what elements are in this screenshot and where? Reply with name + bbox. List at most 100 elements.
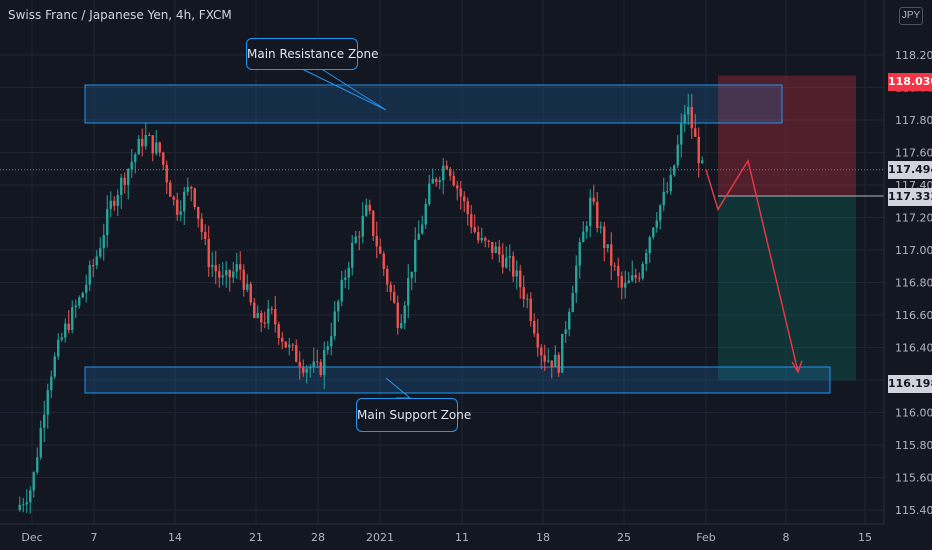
candle-body <box>249 283 252 303</box>
candle-body <box>88 265 91 285</box>
candle-body <box>484 237 487 241</box>
candle-body <box>694 128 697 137</box>
candle-body <box>410 271 413 279</box>
candle-body <box>452 175 455 186</box>
candle-body <box>207 239 210 268</box>
candle-body <box>547 360 550 362</box>
time-scale-background[interactable] <box>0 524 932 550</box>
y-tick-label: 115.800 <box>895 439 932 452</box>
candle-body <box>81 292 84 298</box>
currency-badge[interactable]: JPY <box>899 7 923 25</box>
candle-body <box>190 186 193 189</box>
candle-body <box>197 206 200 219</box>
candle-body <box>109 200 112 209</box>
x-tick-label: 11 <box>455 531 469 544</box>
candle-body <box>291 344 294 346</box>
candle-body <box>603 226 606 248</box>
candle-body <box>232 271 235 278</box>
candle-body <box>186 186 189 192</box>
candle-body <box>302 367 305 373</box>
candle-body <box>25 502 28 505</box>
projection-overlay[interactable] <box>0 158 884 374</box>
x-tick-label: 25 <box>617 531 631 544</box>
candle-body <box>263 322 266 324</box>
candle-body <box>505 257 508 268</box>
resistance-zone[interactable] <box>84 84 783 124</box>
x-tick-label: Dec <box>21 531 42 544</box>
candle-body <box>610 244 613 266</box>
short-position-tool[interactable] <box>718 75 884 381</box>
projection-arrowhead <box>791 360 803 374</box>
candle-body <box>449 169 452 176</box>
candle-body <box>200 218 203 233</box>
take-profit-zone[interactable] <box>718 196 856 381</box>
y-tick-label: 117.000 <box>895 244 932 257</box>
projection-arrow[interactable] <box>705 158 799 373</box>
resistance-zone-label[interactable]: Main Resistance Zone <box>246 38 379 70</box>
candle-body <box>400 323 403 328</box>
candle-body <box>22 504 25 506</box>
candle-body <box>515 270 518 277</box>
candle-body <box>424 204 427 225</box>
x-tick-label: 18 <box>536 531 550 544</box>
candle-body <box>67 323 70 330</box>
candle-body <box>344 277 347 280</box>
candle-body <box>421 224 424 234</box>
candle-body <box>634 275 637 278</box>
y-tick-label: 116.400 <box>895 342 932 355</box>
candle-body <box>158 142 161 153</box>
candle-body <box>354 236 357 243</box>
zone-rectangles[interactable] <box>84 67 831 399</box>
candle-body <box>106 208 109 236</box>
y-tick-label: 116.600 <box>895 309 932 322</box>
candle-body <box>60 337 63 340</box>
stop-price-badge: 118.030 <box>888 73 932 91</box>
candle-body <box>134 154 137 162</box>
candle-body <box>358 236 361 238</box>
x-tick-label: 14 <box>168 531 182 544</box>
candle-body <box>46 390 49 415</box>
x-tick-label: 8 <box>783 531 790 544</box>
candle-body <box>53 356 56 377</box>
candle-body <box>137 138 140 155</box>
candle-body <box>613 265 616 267</box>
candle-body <box>351 242 354 268</box>
candle-body <box>617 265 620 276</box>
candle-body <box>193 188 196 207</box>
candle-body <box>624 282 627 288</box>
candle-body <box>64 323 67 338</box>
y-tick-label: 115.600 <box>895 472 932 485</box>
candle-body <box>620 275 623 288</box>
candle-body <box>235 264 238 272</box>
candle-body <box>701 160 704 164</box>
candle-body <box>393 291 396 303</box>
resistance-callout-pointer <box>299 67 387 111</box>
candle-body <box>582 231 585 243</box>
candle-body <box>585 226 588 232</box>
candle-body <box>487 240 490 242</box>
candle-body <box>680 123 683 145</box>
x-tick-label: 2021 <box>366 531 394 544</box>
candle-body <box>690 106 693 129</box>
candle-body <box>435 178 438 183</box>
candle-body <box>172 196 175 200</box>
candlestick-series <box>18 93 704 514</box>
stop-loss-zone[interactable] <box>718 75 856 197</box>
candle-body <box>71 307 74 330</box>
candle-body <box>32 472 35 491</box>
candle-body <box>543 355 546 362</box>
candle-body <box>253 302 256 318</box>
entry-price-badge: 117.332 <box>888 188 932 206</box>
y-tick-label: 117.600 <box>895 147 932 160</box>
support-zone[interactable] <box>84 366 831 394</box>
price-scale-background[interactable] <box>884 0 932 550</box>
candle-body <box>85 284 88 293</box>
candle-body <box>242 269 245 290</box>
support-zone-label[interactable]: Main Support Zone <box>356 398 471 432</box>
candle-body <box>473 227 476 233</box>
y-tick-label: 117.200 <box>895 212 932 225</box>
candle-body <box>697 136 700 164</box>
